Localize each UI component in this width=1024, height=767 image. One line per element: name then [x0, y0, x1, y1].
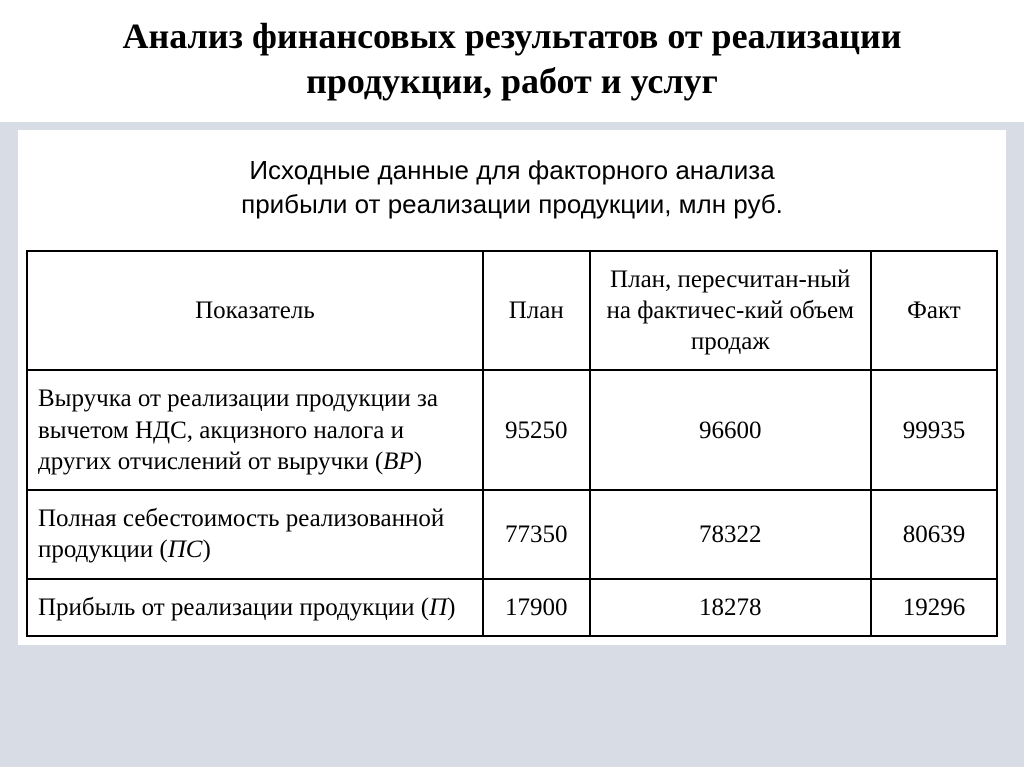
data-table: Показатель План План, пересчитан-ный на … [26, 250, 998, 637]
cell-indicator: Прибыль от реализации продукции (П) [27, 579, 483, 636]
table-caption: Исходные данные для факторного анализа п… [26, 154, 998, 222]
slide-container: Анализ финансовых результатов от реализа… [0, 0, 1024, 767]
content-panel: Исходные данные для факторного анализа п… [18, 130, 1006, 645]
indicator-text-post: ) [202, 536, 210, 563]
cell-recalc: 96600 [590, 370, 871, 490]
indicator-text-post: ) [414, 448, 422, 475]
caption-line-1: Исходные данные для факторного анализа [249, 155, 774, 185]
cell-indicator: Полная себестоимость реализованной проду… [27, 490, 483, 579]
header-indicator: Показатель [27, 251, 483, 371]
cell-plan: 95250 [483, 370, 590, 490]
cell-fact: 19296 [871, 579, 997, 636]
cell-recalc: 78322 [590, 490, 871, 579]
indicator-text-pre: Полная себестоимость реализованной проду… [38, 505, 444, 563]
cell-plan: 17900 [483, 579, 590, 636]
header-plan: План [483, 251, 590, 371]
indicator-text-pre: Прибыль от реализации продукции ( [38, 594, 429, 621]
header-fact: Факт [871, 251, 997, 371]
indicator-text-post: ) [447, 594, 455, 621]
cell-fact: 99935 [871, 370, 997, 490]
table-header-row: Показатель План План, пересчитан-ный на … [27, 251, 997, 371]
indicator-var: ВР [383, 448, 414, 475]
cell-recalc: 18278 [590, 579, 871, 636]
cell-indicator: Выручка от реализации продукции за вычет… [27, 370, 483, 490]
table-row: Выручка от реализации продукции за вычет… [27, 370, 997, 490]
table-row: Прибыль от реализации продукции (П) 1790… [27, 579, 997, 636]
header-recalc: План, пересчитан-ный на фактичес-кий объ… [590, 251, 871, 371]
indicator-text-pre: Выручка от реализации продукции за вычет… [38, 385, 438, 475]
cell-plan: 77350 [483, 490, 590, 579]
caption-line-2: прибыли от реализации продукции, млн руб… [241, 189, 783, 219]
table-row: Полная себестоимость реализованной проду… [27, 490, 997, 579]
cell-fact: 80639 [871, 490, 997, 579]
indicator-var: ПС [168, 536, 203, 563]
page-title: Анализ финансовых результатов от реализа… [0, 0, 1024, 122]
indicator-var: П [429, 594, 447, 621]
